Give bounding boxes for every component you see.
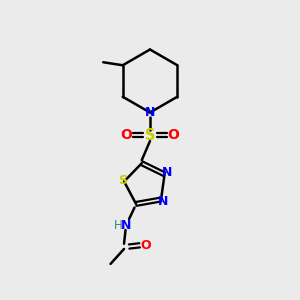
Text: S: S [118,174,127,188]
Text: O: O [140,239,151,252]
Text: N: N [145,106,155,119]
Text: N: N [121,219,131,232]
Text: O: O [121,128,133,142]
Text: H: H [114,219,122,232]
Text: N: N [161,167,172,179]
Text: O: O [167,128,179,142]
Text: N: N [158,194,168,208]
Text: S: S [145,128,155,142]
